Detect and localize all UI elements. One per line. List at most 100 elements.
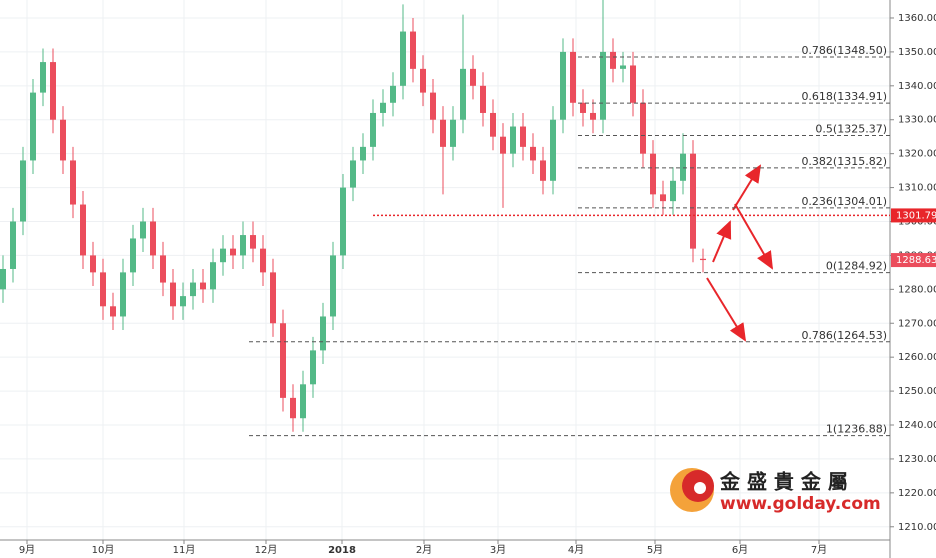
candle-body — [180, 296, 186, 307]
candle-body — [30, 92, 36, 161]
candle-body — [460, 68, 466, 120]
logo-circle — [694, 482, 706, 494]
x-tick-label: 3月 — [490, 544, 506, 556]
candle-body — [700, 258, 706, 261]
last-price-tag — [891, 253, 936, 268]
fib-label: 1(1236.88) — [826, 423, 887, 436]
candle-body — [330, 255, 336, 317]
x-tick-label: 7月 — [811, 544, 827, 556]
x-tick-label: 10月 — [92, 544, 115, 556]
candle-body — [90, 255, 96, 273]
candle-body — [400, 31, 406, 86]
candle-body — [660, 194, 666, 202]
candle-body — [610, 51, 616, 69]
logo-url: www.golday.com — [720, 494, 881, 514]
candle-body — [550, 119, 556, 181]
y-tick-label: 1350.00 — [898, 47, 936, 58]
candle-body — [220, 248, 226, 263]
candle-body — [590, 112, 596, 120]
candle-body — [520, 126, 526, 147]
candle-body — [20, 160, 26, 222]
candle-body — [370, 112, 376, 147]
candle-body — [390, 85, 396, 103]
candle-body — [70, 160, 76, 205]
candle-body — [200, 282, 206, 290]
y-tick-label: 1310.00 — [898, 183, 936, 194]
arrow — [712, 220, 732, 263]
candle-body — [250, 235, 256, 249]
y-tick-label: 1210.00 — [898, 522, 936, 533]
y-tick-label: 1220.00 — [898, 488, 936, 499]
x-tick-label: 2018 — [328, 545, 356, 556]
candle-body — [670, 180, 676, 202]
fib-label: 0.786(1264.53) — [801, 329, 887, 342]
candle-body — [380, 102, 386, 113]
y-tick-label: 1360.00 — [898, 13, 936, 24]
candle-body — [130, 238, 136, 273]
last-price-label: 1288.63 — [896, 255, 936, 266]
arrow — [734, 203, 774, 270]
candle-body — [410, 31, 416, 69]
candle-body — [340, 187, 346, 256]
candle-body — [350, 160, 356, 188]
x-tick-label: 9月 — [19, 544, 35, 556]
candle-body — [470, 68, 476, 86]
fib-label: 0.786(1348.50) — [801, 44, 887, 57]
candle-body — [320, 316, 326, 351]
candle-body — [560, 51, 566, 120]
y-tick-label: 1240.00 — [898, 420, 936, 431]
candle-body — [570, 51, 576, 103]
candle-body — [240, 235, 246, 256]
arrow — [706, 277, 747, 342]
x-tick-label: 5月 — [647, 544, 663, 556]
candle-body — [480, 85, 486, 113]
candle-body — [110, 306, 116, 317]
candle-body — [420, 68, 426, 93]
candle-body — [690, 153, 696, 249]
candle-body — [450, 119, 456, 147]
fib-label: 0.236(1304.01) — [801, 195, 887, 208]
candle-body — [620, 65, 626, 69]
candle-body — [280, 323, 286, 398]
candle-body — [510, 126, 516, 154]
candle-body — [650, 153, 656, 195]
arrows — [706, 164, 774, 342]
candle-body — [100, 272, 106, 307]
candle-body — [500, 136, 506, 154]
candle-body — [40, 62, 46, 93]
candle-body — [540, 160, 546, 181]
candle-body — [430, 92, 436, 120]
x-tick-label: 6月 — [732, 544, 748, 556]
y-tick-label: 1320.00 — [898, 149, 936, 160]
arrow — [732, 164, 762, 211]
candle-body — [270, 272, 276, 324]
candle-body — [580, 102, 586, 113]
y-tick-label: 1340.00 — [898, 81, 936, 92]
price-tag — [891, 208, 936, 223]
candle-body — [290, 397, 296, 419]
candle-body — [260, 248, 266, 273]
candle-body — [310, 350, 316, 385]
candle-body — [230, 248, 236, 256]
plot — [0, 0, 706, 432]
candle-body — [300, 384, 306, 419]
fib-label: 0.5(1325.37) — [815, 122, 887, 135]
y-tick-label: 1260.00 — [898, 352, 936, 363]
y-tick-label: 1270.00 — [898, 318, 936, 329]
y-tick-label: 1230.00 — [898, 454, 936, 465]
candle-body — [140, 221, 146, 239]
candle-body — [490, 112, 496, 137]
fib-label: 0(1284.92) — [826, 260, 887, 273]
candle-body — [150, 221, 156, 256]
candle-body — [160, 255, 166, 283]
x-tick-label: 12月 — [255, 544, 278, 556]
candle-body — [170, 282, 176, 307]
candle-body — [60, 119, 66, 161]
candle-body — [630, 65, 636, 103]
x-tick-label: 4月 — [568, 544, 584, 556]
candle-body — [80, 204, 86, 256]
candle-body — [360, 146, 366, 161]
candle-body — [0, 268, 6, 290]
candle-body — [50, 62, 56, 120]
fib-label: 0.618(1334.91) — [801, 90, 887, 103]
